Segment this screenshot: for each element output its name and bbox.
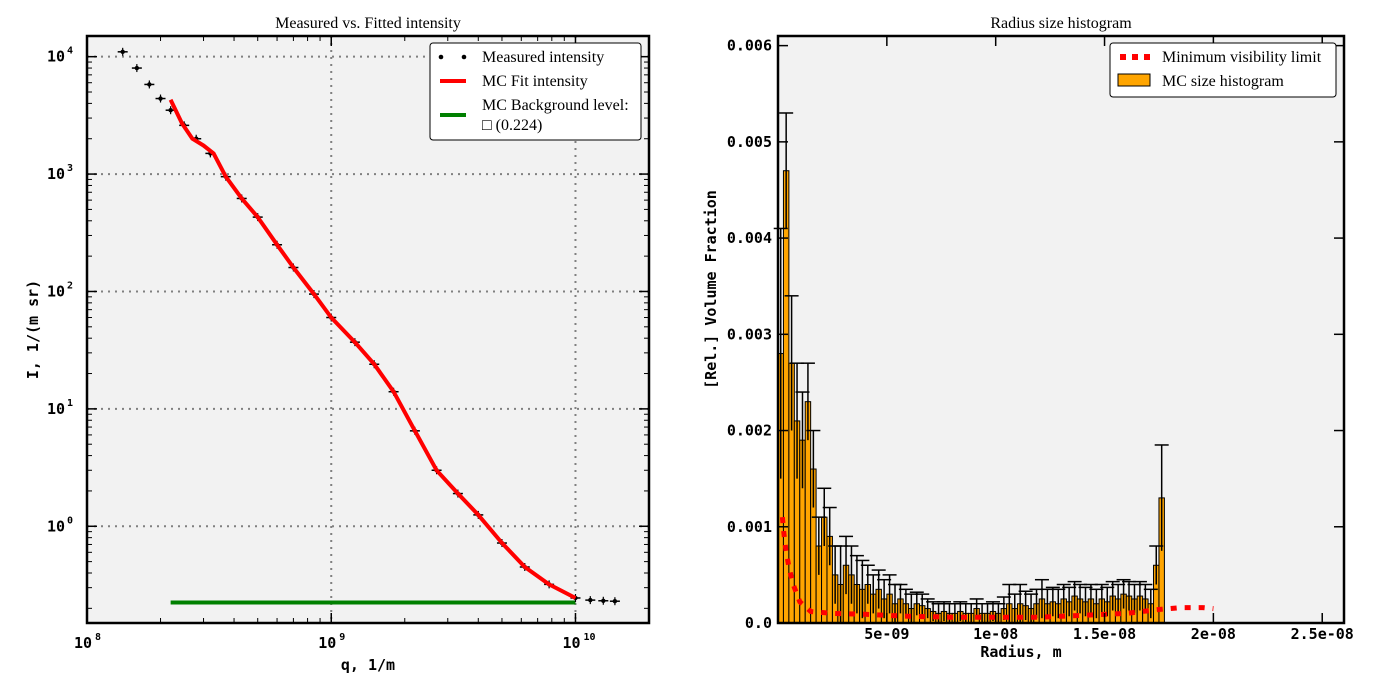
y-tick-label: 10 bbox=[47, 165, 65, 183]
legend-label-background: MC Background level: bbox=[482, 97, 629, 114]
intensity-legend: Measured intensity MC Fit intensity MC B… bbox=[429, 42, 642, 141]
y-tick-label: 10 bbox=[47, 400, 65, 418]
histogram-y-axis-label: [Rel.] Volume Fraction bbox=[702, 190, 720, 389]
measured-point bbox=[134, 65, 140, 71]
y-tick-label: 0.004 bbox=[727, 229, 772, 247]
legend-label-measured: Measured intensity bbox=[482, 49, 604, 66]
y-tick-label: 0.005 bbox=[727, 133, 772, 151]
legend-label-histogram: MC size histogram bbox=[1162, 73, 1284, 90]
x-tick-label: 10 bbox=[74, 634, 92, 652]
x-tick-exponent: 8 bbox=[95, 632, 101, 643]
y-tick-label: 10 bbox=[47, 517, 65, 535]
y-tick-label: 10 bbox=[47, 282, 65, 300]
measured-point bbox=[158, 96, 163, 101]
legend-swatch-histogram bbox=[1117, 73, 1151, 87]
measured-point bbox=[588, 597, 593, 603]
x-tick-exponent: 9 bbox=[339, 632, 345, 643]
intensity-plot-frame bbox=[85, 34, 651, 625]
histogram-plot-area bbox=[778, 36, 1344, 623]
histogram-legend: Minimum visibility limit MC size histogr… bbox=[1109, 42, 1337, 98]
y-tick-label: 10 bbox=[47, 48, 65, 66]
measured-point bbox=[120, 49, 125, 55]
intensity-x-axis-label: q, 1/m bbox=[341, 656, 395, 674]
intensity-gridlines bbox=[87, 36, 649, 623]
y-tick-exponent: 3 bbox=[67, 163, 73, 174]
visibility-limit-line bbox=[779, 516, 1214, 620]
legend-marker-dot bbox=[461, 54, 467, 60]
y-tick-label: 0.0 bbox=[745, 614, 772, 632]
legend-label-visibility-limit: Minimum visibility limit bbox=[1162, 49, 1322, 66]
histogram-chart-title: Radius size histogram bbox=[990, 15, 1132, 32]
measured-point bbox=[147, 82, 152, 87]
x-tick-label: 2e-08 bbox=[1191, 625, 1236, 643]
x-tick-label: 5e-09 bbox=[864, 625, 909, 643]
x-tick-label: 1e-08 bbox=[973, 625, 1018, 643]
x-tick-label: 1.5e-08 bbox=[1073, 625, 1136, 643]
y-tick-label: 0.006 bbox=[727, 37, 772, 55]
histogram-x-axis-label: Radius, m bbox=[980, 643, 1061, 661]
legend-label-fit: MC Fit intensity bbox=[482, 73, 588, 90]
intensity-chart-title: Measured vs. Fitted intensity bbox=[275, 15, 461, 32]
histogram-plot-panel: 5e-09 1e-08 1.5e-08 2e-08 2.5e-08 0.0 0.001 0.0… bbox=[702, 15, 1354, 661]
legend-marker-dot bbox=[438, 54, 444, 60]
y-tick-exponent: 2 bbox=[67, 280, 73, 291]
legend-marker-measured bbox=[438, 54, 467, 60]
legend-label-background-value: □ (0.224) bbox=[482, 117, 542, 134]
measured-point bbox=[168, 107, 173, 113]
fit-intensity-line bbox=[168, 98, 577, 600]
intensity-data-layer bbox=[117, 47, 620, 606]
y-tick-exponent: 0 bbox=[67, 515, 73, 526]
y-tick-exponent: 4 bbox=[67, 46, 73, 57]
histogram-data-layer bbox=[773, 112, 1214, 624]
histogram-legend-box bbox=[1109, 42, 1337, 98]
y-tick-exponent: 1 bbox=[67, 398, 73, 409]
x-tick-exponent: 10 bbox=[583, 632, 595, 643]
histogram-axis-ticks: 5e-09 1e-08 1.5e-08 2e-08 2.5e-08 0.0 0.001 0.0… bbox=[727, 36, 1354, 643]
x-tick-label: 2.5e-08 bbox=[1291, 625, 1354, 643]
intensity-legend-box bbox=[429, 42, 642, 141]
x-tick-label: 10 bbox=[318, 634, 336, 652]
measured-point bbox=[612, 599, 618, 604]
intensity-y-axis-label: I, 1/(m sr) bbox=[24, 280, 42, 379]
y-tick-label: 0.003 bbox=[727, 325, 772, 343]
y-tick-label: 0.002 bbox=[727, 422, 772, 440]
measured-point bbox=[601, 598, 606, 603]
histogram-plot-frame bbox=[776, 34, 1346, 625]
y-tick-label: 0.001 bbox=[727, 518, 772, 536]
x-tick-label: 10 bbox=[562, 634, 580, 652]
